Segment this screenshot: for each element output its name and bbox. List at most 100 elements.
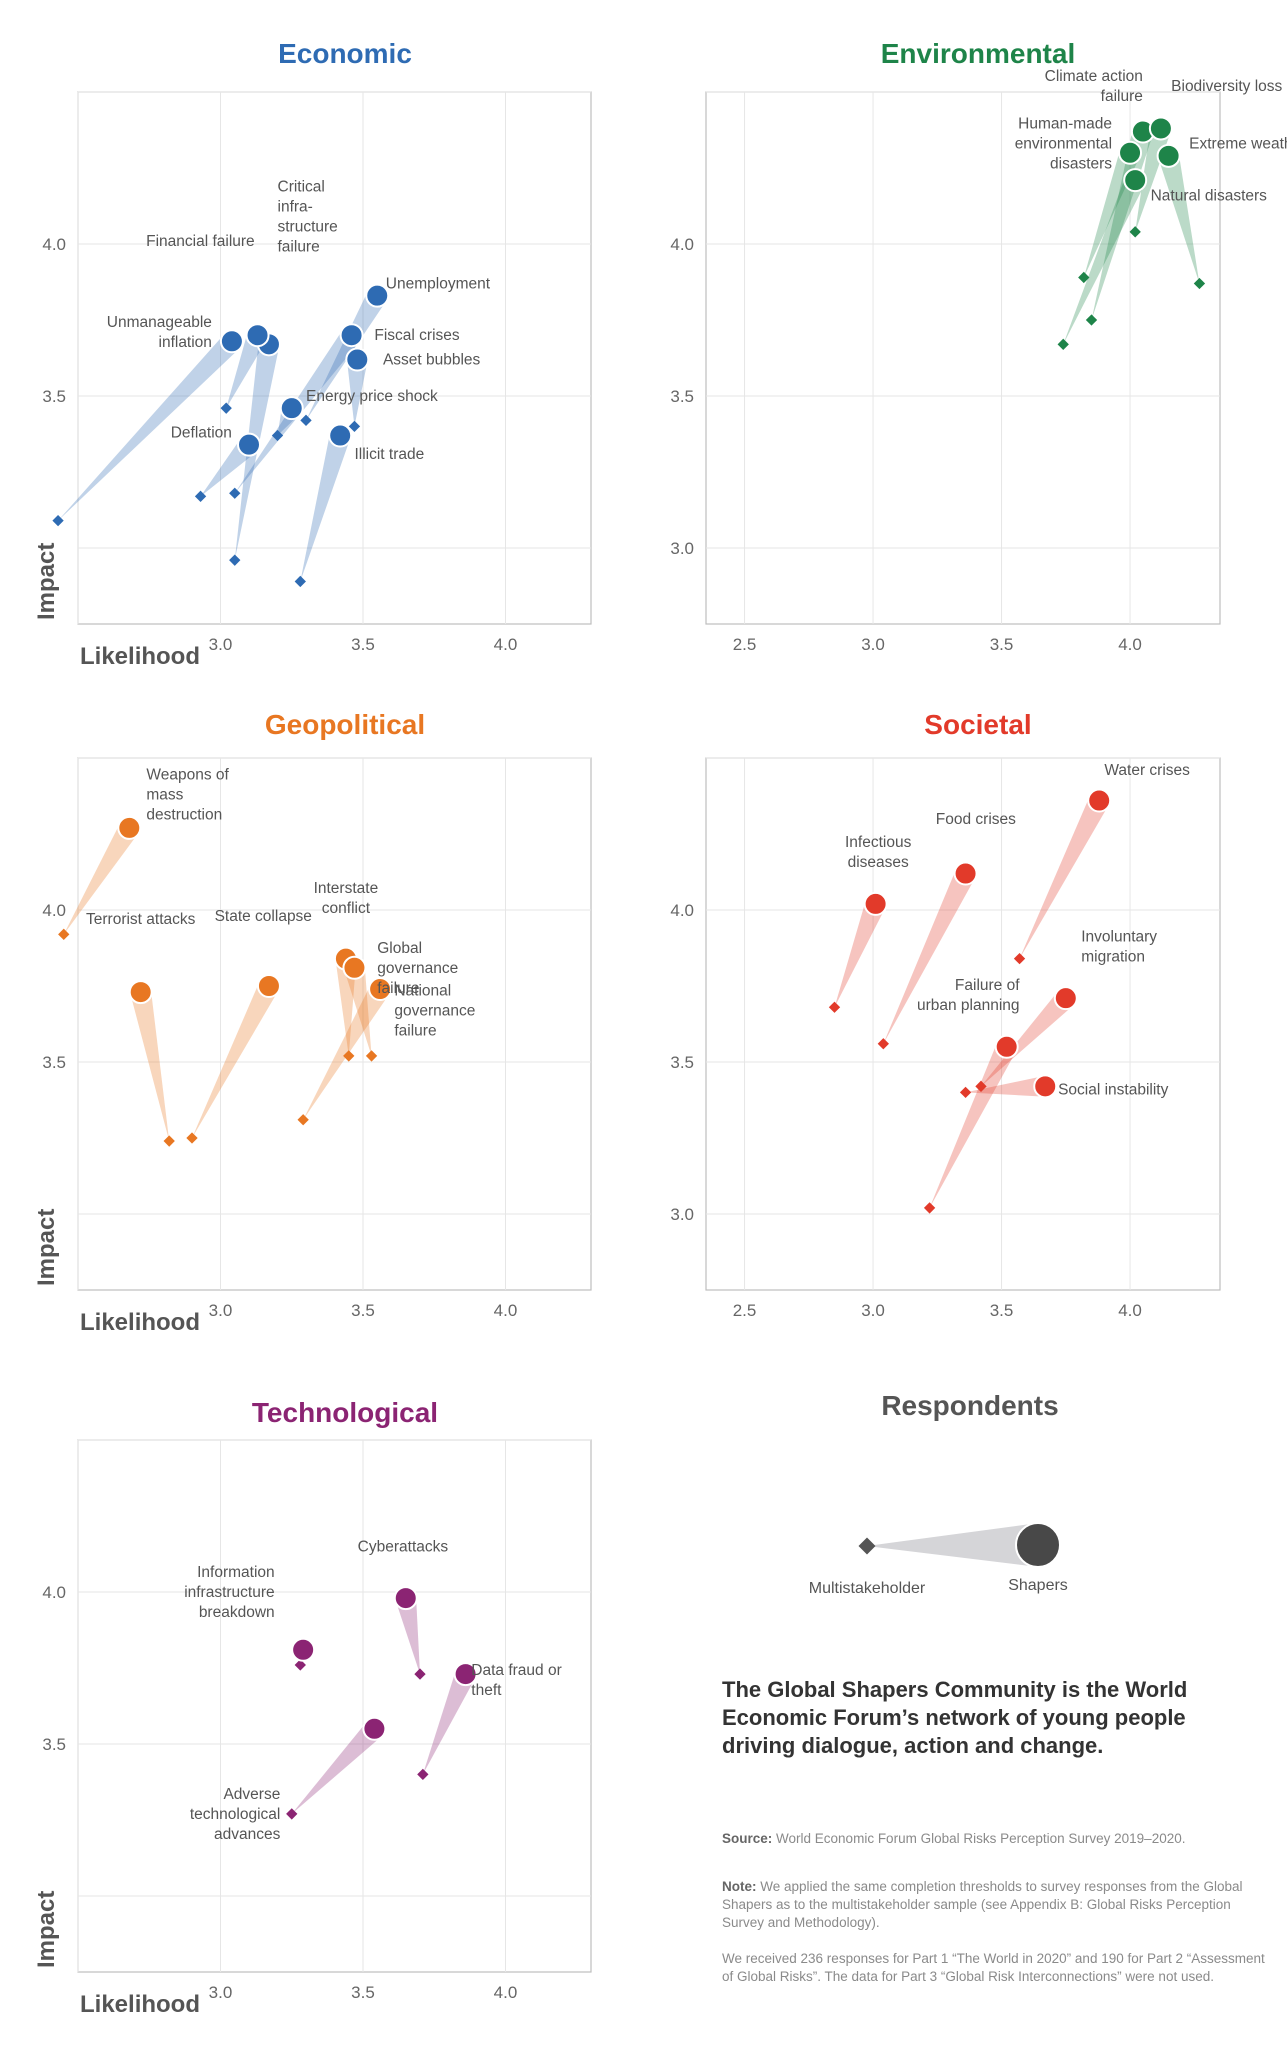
respondents-title: Respondents <box>881 1390 1059 1421</box>
shapers-point-cyberattacks <box>393 1586 418 1611</box>
point-label-involuntary-migration: Involuntary migration <box>1081 928 1157 965</box>
y-tick-label: 3.0 <box>670 1205 694 1224</box>
economic-chart: 3.0 3.5 4.0 3.5 4.0 Likelihood Impact Unemploym… <box>33 91 592 670</box>
multistakeholder-point-state-collapse <box>186 1132 198 1144</box>
shapers-point-energy-price-shock <box>279 396 304 421</box>
point-label-information-infrastructure-breakdown: Information infrastructure breakdown <box>184 1564 274 1621</box>
band-asset-bubbles <box>346 359 368 427</box>
y-tick-label: 4.0 <box>42 1583 66 1602</box>
point-label-financial-failure: Financial failure <box>146 233 255 250</box>
multistakeholder-point-energy-price-shock <box>271 429 284 442</box>
x-axis-title: Likelihood <box>80 1991 200 2018</box>
shapers-point-natural-disasters <box>1123 168 1148 193</box>
y-tick-label: 4.0 <box>670 235 694 254</box>
shapers-point-unmanageable-inflation <box>219 329 244 354</box>
band-unmanageable-inflation <box>58 334 240 521</box>
x-tick-label: 3.5 <box>351 1983 375 2002</box>
multistakeholder-point-water-crises <box>1013 952 1026 965</box>
multistakeholder-point-asset-bubbles <box>348 420 361 433</box>
band-data-fraud-or-theft <box>422 1669 476 1775</box>
point-label-terrorist-attacks: Terrorist attacks <box>86 911 196 928</box>
x-tick-label: 4.0 <box>1118 1301 1142 1320</box>
band-involuntary-migration <box>980 990 1074 1087</box>
x-tick-label: 4.0 <box>494 1983 518 2002</box>
y-tick-label: 4.0 <box>42 901 66 920</box>
point-label-adverse-technological-advances: Adverse technological advances <box>190 1786 281 1843</box>
band-adverse-technological-advances <box>291 1721 382 1814</box>
geopolitical-chart: 3.0 3.5 4.0 3.5 4.0 Likelihood Impact Weapons o… <box>33 757 592 1336</box>
environmental-chart: 2.5 3.0 3.5 4.0 3.0 3.5 4.0 Climate action failu… <box>670 68 1287 654</box>
x-axis-title: Likelihood <box>80 1309 200 1336</box>
labels: Water crises Food crises Infectious disease… <box>845 762 1190 1098</box>
point-label-failure-of-urban-planning: Failure of urban planning <box>917 977 1020 1014</box>
y-tick-label: 3.5 <box>42 387 66 406</box>
technological-chart: 3.0 3.5 4.0 3.5 4.0 Likelihood Impact Cyberatta… <box>33 1439 592 2018</box>
shapers-point-human-made-environmental-disasters <box>1118 140 1143 165</box>
point-label-water-crises: Water crises <box>1104 762 1190 779</box>
bands <box>834 795 1109 1208</box>
multistakeholder-point-extreme-weather <box>1193 277 1206 290</box>
multistakeholder-point-infectious-diseases <box>828 1001 841 1013</box>
legend-band-shape <box>867 1523 1038 1567</box>
band-weapons-of-mass-destruction <box>63 822 139 935</box>
societal-chart: 2.5 3.0 3.5 4.0 3.0 3.5 4.0 Water crises Food cr… <box>670 757 1221 1320</box>
x-tick-label: 3.5 <box>351 635 375 654</box>
multistakeholder-point-climate-action-failure <box>1085 314 1098 326</box>
shapers-point-extreme-weather <box>1156 143 1181 168</box>
shapers-point-infectious-diseases <box>863 891 888 916</box>
respondents-legend: Multistakeholder Shapers <box>809 1522 1068 1597</box>
x-tick-label: 3.5 <box>990 635 1014 654</box>
multistakeholder-point-critical-infra-structure-failure <box>229 554 241 566</box>
labels: Climate action failure Biodiversity loss Ex… <box>1015 68 1287 204</box>
source-note: Source: World Economic Forum Global Risk… <box>722 1830 1267 1848</box>
point-label-global-governance-failure: Global governance failure <box>377 940 458 997</box>
point-label-national-governance-failure: National governance failure <box>394 982 475 1039</box>
band-food-crises <box>883 868 975 1044</box>
band-state-collapse <box>192 981 279 1138</box>
x-tick-label: 3.5 <box>990 1301 1014 1320</box>
multistakeholder-point-fiscal-crises <box>229 487 241 499</box>
point-label-social-instability: Social instability <box>1058 1081 1169 1098</box>
band-cyberattacks <box>395 1596 420 1675</box>
multistakeholder-point-illicit-trade <box>294 575 306 588</box>
point-label-food-crises: Food crises <box>936 811 1016 828</box>
point-label-human-made-environmental-disasters: Human-made environmental disasters <box>1015 116 1113 173</box>
responses-note: We received 236 responses for Part 1 “Th… <box>722 1951 1265 1984</box>
x-tick-label: 3.0 <box>209 635 233 654</box>
point-label-fiscal-crises: Fiscal crises <box>374 327 460 344</box>
x-tick-label: 3.0 <box>861 635 885 654</box>
y-axis-title: Impact <box>33 1891 60 1968</box>
y-tick-label: 3.5 <box>42 1053 66 1072</box>
y-tick-label: 3.5 <box>670 1053 694 1072</box>
point-label-infectious-diseases: Infectious diseases <box>845 834 912 871</box>
shapers-point-deflation <box>237 432 261 457</box>
x-tick-label: 2.5 <box>733 635 757 654</box>
chart-title-societal: Societal <box>924 709 1032 740</box>
y-tick-label: 3.5 <box>670 387 694 406</box>
band-extreme-weather <box>1158 153 1200 284</box>
multistakeholder-point-unmanageable-inflation <box>52 514 64 527</box>
x-tick-label: 2.5 <box>733 1301 757 1320</box>
point-label-energy-price-shock: Energy price shock <box>306 388 438 405</box>
y-tick-label: 3.5 <box>42 1735 66 1754</box>
shapers-point-social-instability <box>1033 1074 1058 1099</box>
shapers-point-information-infrastructure-breakdown <box>291 1637 316 1662</box>
point-label-unmanageable-inflation: Unmanageable inflation <box>107 314 212 351</box>
x-tick-label: 3.0 <box>209 1301 233 1320</box>
bands <box>63 822 390 1142</box>
x-tick-label: 4.0 <box>494 1301 518 1320</box>
shapers-point-terrorist-attacks <box>128 980 153 1005</box>
chart-title-economic: Economic <box>278 38 412 69</box>
multistakeholder-point-failure-of-urban-planning <box>923 1202 936 1214</box>
labels: Unemployment Critical infra-structure failu… <box>107 179 491 463</box>
band-failure-of-urban-planning <box>929 1042 1017 1208</box>
point-label-cyberattacks: Cyberattacks <box>358 1538 449 1555</box>
shapers-point-food-crises <box>953 861 978 886</box>
x-axis-title: Likelihood <box>80 643 200 670</box>
band-water-crises <box>1019 795 1109 959</box>
point-label-interstate-conflict: Interstate conflict <box>314 880 379 917</box>
point-label-state-collapse: State collapse <box>215 908 312 925</box>
plot-area <box>705 757 1221 1291</box>
x-tick-label: 3.5 <box>351 1301 375 1320</box>
multistakeholder-point-biodiversity-loss <box>1129 226 1141 238</box>
